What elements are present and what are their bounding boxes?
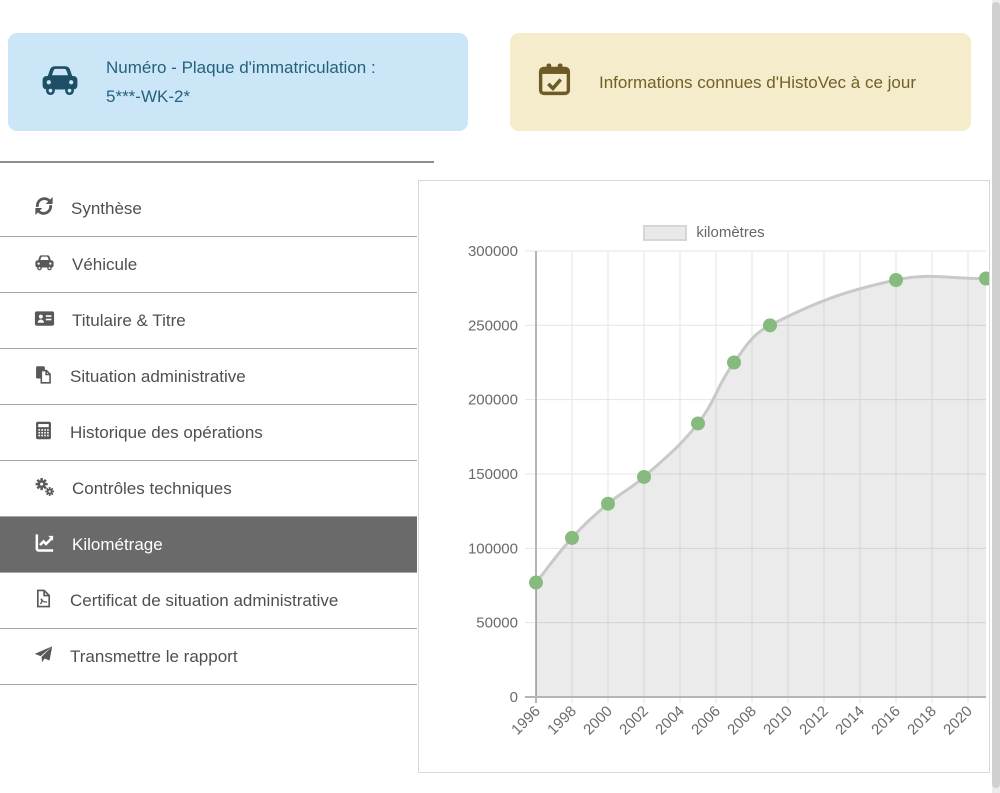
plate-card-label: Numéro - Plaque d'immatriculation :: [106, 58, 376, 77]
sidebar-item-historique-operations[interactable]: Historique des opérations: [0, 405, 417, 461]
sync-icon: [33, 195, 55, 222]
calculator-icon: [33, 420, 54, 446]
page-scrollbar-thumb[interactable]: [992, 2, 1000, 788]
car-icon: [33, 251, 56, 279]
svg-text:2012: 2012: [796, 703, 832, 739]
svg-text:1996: 1996: [508, 703, 544, 739]
kilometrage-chart-panel: kilomètres 0 50000 100000 150000 200000 25000…: [418, 180, 990, 773]
legend-swatch: [643, 224, 688, 241]
info-banner-card: Informations connues d'HistoVec à ce jou…: [510, 33, 971, 131]
report-sidebar: Synthèse Véhicule: [0, 163, 417, 685]
plate-number-card: Numéro - Plaque d'immatriculation : 5***…: [8, 33, 468, 131]
id-card-icon: [33, 307, 56, 335]
kilometres-area-chart[interactable]: 0 50000 100000 150000 200000 250000 300000 1996…: [419, 242, 989, 762]
svg-text:2018: 2018: [904, 703, 940, 739]
page-scrollbar-track[interactable]: [992, 0, 1000, 793]
copy-icon: [33, 364, 54, 390]
legend-label: kilomètres: [696, 224, 765, 241]
sidebar-item-transmettre-rapport[interactable]: Transmettre le rapport: [0, 629, 417, 685]
svg-text:2000: 2000: [580, 703, 616, 739]
info-banner-text: Informations connues d'HistoVec à ce jou…: [599, 72, 916, 92]
svg-text:2010: 2010: [760, 703, 796, 739]
car-icon: [38, 58, 82, 107]
svg-text:2016: 2016: [868, 703, 904, 739]
chart-line-icon: [33, 531, 56, 559]
svg-text:2004: 2004: [652, 703, 688, 739]
svg-text:2008: 2008: [724, 703, 760, 739]
sidebar-item-controles-techniques[interactable]: Contrôles techniques: [0, 461, 417, 517]
svg-text:0: 0: [510, 689, 518, 706]
sidebar-item-certificat-situation[interactable]: Certificat de situation administrative: [0, 573, 417, 629]
chart-legend-kilometres[interactable]: kilomètres: [419, 224, 989, 241]
svg-text:100000: 100000: [468, 540, 518, 557]
svg-text:150000: 150000: [468, 466, 518, 483]
svg-text:2014: 2014: [832, 703, 868, 739]
svg-text:300000: 300000: [468, 243, 518, 260]
plate-number-value: 5***-WK-2*: [106, 87, 191, 106]
svg-text:2002: 2002: [616, 703, 652, 739]
svg-text:250000: 250000: [468, 317, 518, 334]
svg-text:1998: 1998: [544, 703, 580, 739]
svg-text:200000: 200000: [468, 392, 518, 409]
sidebar-item-titulaire-titre[interactable]: Titulaire & Titre: [0, 293, 417, 349]
sidebar-top-divider: [0, 161, 434, 163]
svg-text:2006: 2006: [688, 703, 724, 739]
sidebar-item-kilometrage[interactable]: Kilométrage: [0, 517, 417, 573]
sidebar-item-vehicule[interactable]: Véhicule: [0, 237, 417, 293]
sidebar-item-synthese[interactable]: Synthèse: [0, 181, 417, 237]
file-pdf-icon: [33, 588, 54, 614]
svg-text:2020: 2020: [940, 703, 976, 739]
sidebar-item-situation-administrative[interactable]: Situation administrative: [0, 349, 417, 405]
svg-text:50000: 50000: [476, 615, 518, 632]
paper-plane-icon: [33, 644, 54, 670]
calendar-check-icon: [536, 61, 573, 103]
cogs-icon: [33, 475, 56, 503]
